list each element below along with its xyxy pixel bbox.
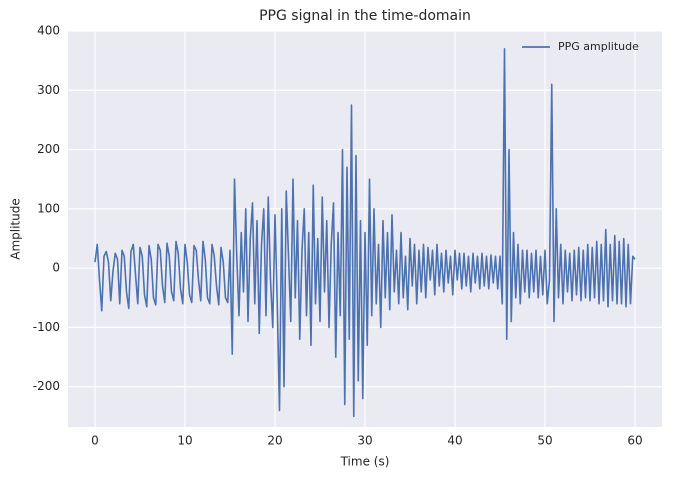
chart-title: PPG signal in the time-domain — [259, 8, 471, 24]
x-axis-label: Time (s) — [340, 455, 390, 469]
x-tick-label: 60 — [627, 434, 642, 448]
y-axis-label: Amplitude — [9, 198, 23, 260]
y-tick-label: 400 — [37, 24, 60, 38]
y-tick-label: 200 — [37, 142, 60, 156]
legend-label: PPG amplitude — [558, 40, 639, 53]
y-tick-label: -100 — [33, 320, 60, 334]
x-tick-label: 50 — [537, 434, 552, 448]
x-tick-label: 20 — [267, 434, 282, 448]
y-tick-label: 100 — [37, 201, 60, 215]
x-tick-label: 40 — [447, 434, 462, 448]
line — [94, 47, 636, 418]
marks — [94, 47, 636, 418]
y-tick-label: 300 — [37, 83, 60, 97]
legend: PPG amplitude — [522, 40, 639, 53]
x-tick-label: 10 — [177, 434, 192, 448]
y-tick-label: -200 — [33, 379, 60, 393]
x-tick-label: 30 — [357, 434, 372, 448]
x-tick-label: 0 — [91, 434, 99, 448]
y-tick-label: 0 — [52, 261, 60, 275]
